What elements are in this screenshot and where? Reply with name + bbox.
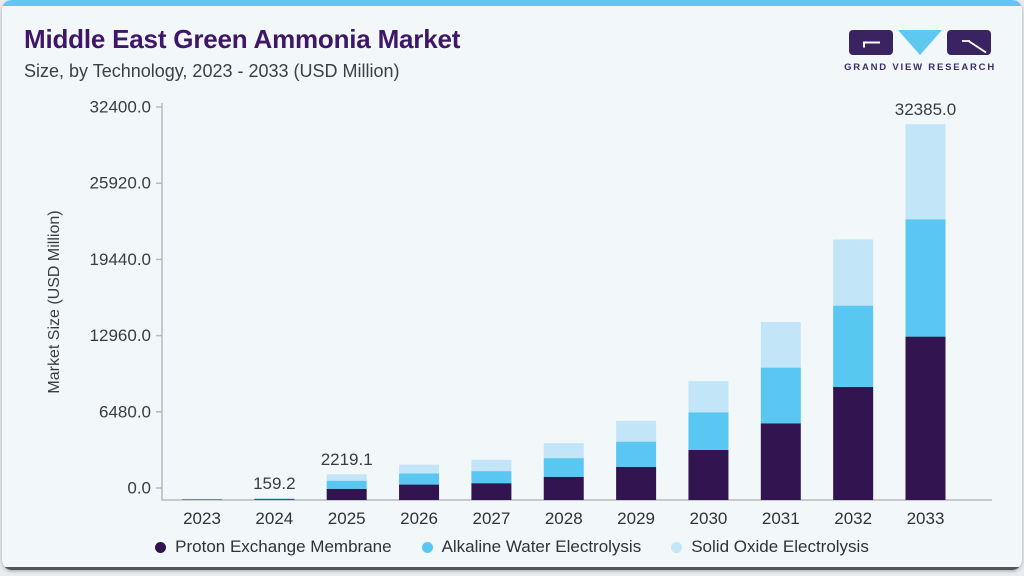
bar-segment[interactable] — [543, 458, 584, 477]
bar-segment[interactable] — [543, 476, 584, 500]
alkaline-color-dot-icon — [421, 541, 433, 553]
bar-segment[interactable] — [399, 464, 440, 474]
bar-segment[interactable] — [543, 443, 584, 459]
legend-label: Solid Oxide Electrolysis — [691, 537, 869, 556]
bar-segment[interactable] — [254, 499, 295, 500]
bar-segment[interactable] — [905, 336, 946, 500]
bar-2026[interactable] — [399, 464, 440, 500]
bar-segment[interactable] — [616, 441, 657, 467]
bar-segment[interactable] — [688, 449, 729, 500]
bar-segment[interactable] — [182, 498, 222, 500]
x-axis-label: 2033 — [907, 509, 945, 528]
bar-segment[interactable] — [688, 412, 729, 450]
x-axis-label: 2029 — [617, 509, 655, 528]
chart-legend: Proton Exchange Membrane Alkaline Water … — [2, 537, 1022, 557]
pem-color-dot-icon — [155, 541, 167, 553]
bar-segment[interactable] — [905, 219, 946, 337]
bar-2031[interactable] — [760, 321, 801, 500]
bar-segment[interactable] — [471, 471, 512, 484]
bar-segment[interactable] — [326, 480, 367, 489]
logo-v-icon — [898, 30, 943, 55]
x-axis-label: 2024 — [255, 509, 293, 528]
bar-segment[interactable] — [399, 484, 440, 500]
bar-value-label: 32385.0 — [895, 100, 956, 119]
bar-segment[interactable] — [616, 466, 657, 500]
bar-2024[interactable] — [254, 498, 295, 500]
solid-oxide-color-dot-icon — [671, 541, 683, 553]
y-tick-label: 0.0 — [127, 479, 151, 498]
chart-title: Middle East Green Ammonia Market — [24, 24, 461, 54]
bar-segment[interactable] — [833, 239, 874, 306]
bar-value-label: 2219.1 — [321, 450, 373, 469]
top-accent-bar — [2, 0, 1022, 6]
bar-segment[interactable] — [760, 423, 801, 500]
x-axis-label: 2025 — [328, 509, 366, 528]
bar-2030[interactable] — [688, 381, 729, 500]
bar-segment[interactable] — [471, 483, 512, 500]
bar-2033[interactable] — [905, 124, 946, 500]
bar-value-label: 159.2 — [253, 474, 296, 493]
x-axis-label: 2032 — [834, 509, 872, 528]
x-axis-label: 2030 — [690, 509, 728, 528]
bar-segment[interactable] — [760, 321, 801, 368]
chart-header: Middle East Green Ammonia Market Size, b… — [24, 24, 460, 82]
bar-segment[interactable] — [326, 488, 367, 500]
x-axis-label: 2023 — [183, 509, 221, 528]
x-axis-label: 2027 — [472, 509, 510, 528]
bar-segment[interactable] — [760, 367, 801, 424]
logo-r-icon — [947, 30, 992, 55]
gvr-logo-marks — [844, 30, 996, 55]
bar-segment[interactable] — [399, 473, 440, 485]
x-axis-label: 2026 — [400, 509, 438, 528]
y-tick-label: 19440.0 — [90, 250, 151, 269]
y-tick-label: 25920.0 — [90, 174, 151, 193]
chart-subtitle: Size, by Technology, 2023 - 2033 (USD Mi… — [24, 61, 400, 81]
x-axis-label: 2031 — [762, 509, 800, 528]
legend-label: Alkaline Water Electrolysis — [441, 537, 642, 556]
legend-item-solid-oxide[interactable]: Solid Oxide Electrolysis — [671, 537, 869, 557]
legend-item-alkaline[interactable]: Alkaline Water Electrolysis — [421, 537, 642, 557]
bar-2025[interactable] — [326, 474, 367, 500]
logo-wordmark: GRAND VIEW RESEARCH — [844, 62, 996, 73]
bar-segment[interactable] — [182, 499, 222, 500]
bar-2027[interactable] — [471, 459, 512, 500]
bar-2023[interactable] — [182, 498, 222, 500]
bar-segment[interactable] — [326, 474, 367, 481]
legend-item-pem[interactable]: Proton Exchange Membrane — [155, 537, 392, 557]
bar-2029[interactable] — [616, 420, 657, 500]
bar-2028[interactable] — [543, 443, 584, 500]
bar-segment[interactable] — [254, 498, 295, 500]
bar-segment[interactable] — [688, 381, 729, 413]
x-axis-label: 2028 — [545, 509, 583, 528]
bar-segment[interactable] — [616, 420, 657, 442]
y-axis-title: Market Size (USD Million) — [46, 210, 63, 393]
bottom-border — [2, 567, 1022, 570]
y-tick-label: 12960.0 — [90, 326, 151, 345]
grand-view-research-logo: GRAND VIEW RESEARCH — [844, 30, 996, 73]
bar-segment[interactable] — [471, 459, 512, 472]
bar-segment[interactable] — [905, 124, 946, 220]
bar-segment[interactable] — [833, 386, 874, 500]
bar-2032[interactable] — [833, 239, 874, 500]
bar-segment[interactable] — [833, 305, 874, 387]
bar-segment[interactable] — [254, 498, 295, 499]
bar-segment[interactable] — [182, 499, 222, 500]
y-tick-label: 32400.0 — [90, 98, 151, 117]
y-tick-label: 6480.0 — [99, 402, 151, 421]
logo-g-icon — [849, 30, 894, 55]
legend-label: Proton Exchange Membrane — [175, 537, 392, 556]
